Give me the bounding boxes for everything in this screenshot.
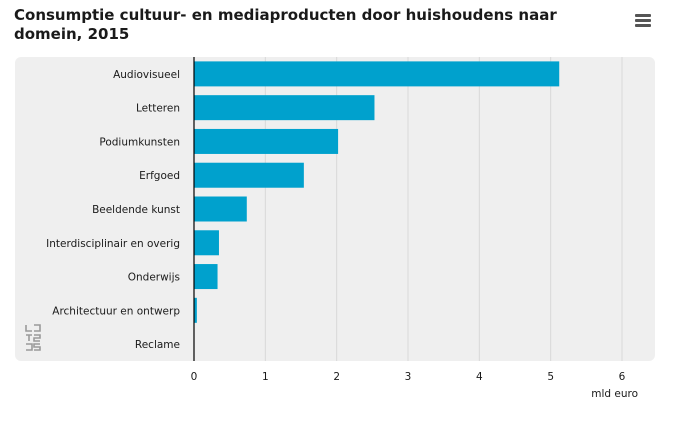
x-tick-label: 1 [262,371,269,383]
bar [194,297,197,323]
bars [194,61,560,323]
cbs-logo-icon [25,324,41,351]
x-tick-label: 3 [405,371,412,383]
category-label-band [15,57,655,361]
chart-title: Consumptie cultuur- en mediaproducten do… [14,6,557,43]
hamburger-menu-icon-line [635,24,651,27]
category-label: Architectuur en ontwerp [52,305,180,317]
bar [194,196,247,222]
hamburger-menu-icon-line [635,14,651,17]
bar [194,61,560,87]
tick-labels: 0 1 2 3 4 5 6 [191,371,626,383]
category-label: Beeldende kunst [92,204,180,216]
category-label: Onderwijs [128,272,180,284]
category-label: Erfgoed [139,170,180,182]
category-labels: Audiovisueel Letteren Podiumkunsten Erfgoed… [46,69,180,351]
x-axis-unit-label: mld euro [591,388,638,400]
x-tick-label: 0 [191,371,198,383]
bar [194,128,339,154]
hamburger-menu-icon-line [635,19,651,22]
x-tick-label: 5 [547,371,554,383]
category-label: Reclame [135,339,180,351]
x-tick-label: 4 [476,371,483,383]
bar [194,264,218,290]
category-label: Audiovisueel [113,69,180,81]
bar [194,230,219,256]
category-label: Letteren [136,103,180,115]
x-tick-label: 2 [333,371,340,383]
bar [194,162,304,188]
x-tick-label: 6 [619,371,626,383]
category-label: Interdisciplinair en overig [46,238,180,250]
bar [194,95,375,121]
menu-button[interactable] [632,10,656,30]
category-label: Podiumkunsten [99,136,180,148]
